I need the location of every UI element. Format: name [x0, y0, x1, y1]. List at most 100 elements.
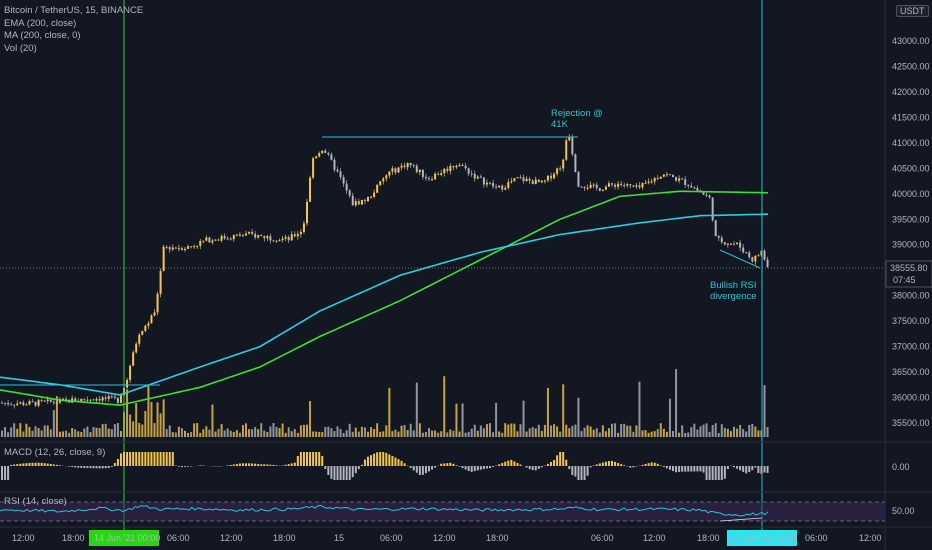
currency-button[interactable]: USDT	[896, 5, 929, 17]
volume-bar	[339, 429, 342, 437]
time-axis[interactable]: 12:00 18:00 06:00 12:00 18:00 15 06:00 12:00 18:…	[12, 533, 882, 543]
candle-body	[1, 402, 3, 404]
volume-bar	[196, 423, 199, 437]
divergence-rsi-line[interactable]	[719, 517, 763, 522]
volume-bar	[113, 424, 116, 437]
volume-bar	[632, 431, 635, 437]
volume-bar	[534, 428, 537, 437]
price-tick-label: 35500.00	[892, 418, 930, 428]
volume-bar	[260, 423, 263, 437]
rsi-line	[0, 504, 769, 517]
macd-bar	[25, 463, 28, 466]
legend-symbol[interactable]: Bitcoin / TetherUS, 15, BINANCE	[4, 5, 144, 16]
candle-body	[714, 220, 717, 237]
time-tick-label: 12:00	[433, 533, 456, 543]
volume-bar	[449, 429, 452, 437]
macd-bar	[232, 464, 235, 466]
legend-rsi[interactable]: RSI (14, close)	[4, 496, 67, 507]
macd-bar	[83, 466, 86, 469]
macd-bar	[348, 466, 351, 480]
volume-bar	[327, 426, 330, 437]
candle-body	[461, 164, 464, 166]
volume-bar	[43, 425, 46, 437]
candle-body	[720, 237, 723, 243]
macd-bar	[391, 455, 394, 466]
candle-body	[540, 180, 543, 183]
macd-bar	[318, 452, 321, 466]
macd-bar	[74, 466, 77, 468]
volume-bar	[19, 423, 22, 437]
macd-bar	[43, 463, 46, 466]
candle-body	[504, 187, 507, 190]
legend-ma[interactable]: MA (200, close, 0)	[4, 30, 81, 41]
candle-body	[528, 178, 531, 181]
time-tick-label: 18:00	[486, 533, 509, 543]
legend-ema[interactable]: EMA (200, close)	[4, 17, 77, 29]
candle-body	[174, 247, 177, 249]
price-tick-label: 42500.00	[892, 61, 930, 71]
macd-bar	[296, 456, 299, 466]
macd-bar	[489, 466, 491, 469]
macd-bar	[650, 462, 653, 466]
volume-bar	[546, 387, 549, 437]
macd-bar	[132, 452, 135, 466]
volume-bar	[708, 431, 711, 437]
candle-body	[138, 334, 141, 344]
volume-bar	[312, 431, 315, 437]
macd-bar	[546, 463, 549, 466]
macd-bar	[711, 466, 714, 480]
candle-body	[455, 165, 458, 168]
candle-body	[623, 184, 626, 186]
volume-bar	[132, 421, 135, 437]
legend-macd[interactable]: MACD (12, 26, close, 9)	[4, 447, 106, 458]
candle-body	[144, 325, 147, 331]
volume-bar	[489, 423, 491, 437]
macd-bar	[562, 452, 565, 466]
candle-body	[632, 185, 635, 187]
macd-bar	[165, 452, 168, 466]
candle-body	[333, 159, 336, 170]
volume-bar	[754, 426, 757, 437]
volume-bar	[385, 425, 388, 437]
candle-body	[248, 232, 251, 234]
macd-bar	[620, 464, 623, 466]
candle-body	[348, 190, 351, 196]
candle-body	[321, 150, 324, 154]
volume-bar	[257, 429, 260, 437]
candle-body	[583, 186, 586, 188]
macd-bar	[162, 452, 165, 466]
macd-bar	[519, 464, 522, 466]
macd-bar	[665, 466, 668, 469]
volume-bar	[162, 399, 165, 437]
legend-vol[interactable]: Vol (20)	[4, 42, 37, 54]
macd-bar	[690, 466, 693, 472]
macd-bar	[644, 464, 647, 466]
volume-bar	[681, 425, 684, 437]
candle-body	[129, 365, 132, 380]
macd-bar	[55, 464, 58, 466]
divergence-annotation-2: divergence	[710, 291, 756, 302]
volume-bar	[598, 432, 601, 437]
candle-body	[339, 171, 342, 178]
macd-bar	[52, 464, 55, 466]
candle-body	[647, 181, 650, 183]
macd-bar	[49, 463, 52, 466]
volume-bar	[394, 429, 397, 437]
macd-bar	[86, 466, 89, 469]
volume-bar	[333, 431, 336, 437]
macd-bar	[327, 466, 330, 476]
macd-bar	[464, 466, 467, 470]
macd-bar	[397, 459, 400, 466]
volume-bar	[543, 424, 546, 437]
macd-bar	[482, 466, 485, 470]
macd-bar	[739, 466, 742, 471]
macd-bar	[150, 452, 153, 466]
candle-body	[92, 399, 95, 401]
rsi-legend: RSI (14, close)	[4, 496, 67, 509]
divergence-price-line[interactable]	[719, 249, 761, 269]
macd-bar	[58, 465, 61, 466]
volume-bar	[92, 426, 95, 437]
volume-bar	[665, 431, 668, 437]
volume-bar	[287, 427, 290, 437]
